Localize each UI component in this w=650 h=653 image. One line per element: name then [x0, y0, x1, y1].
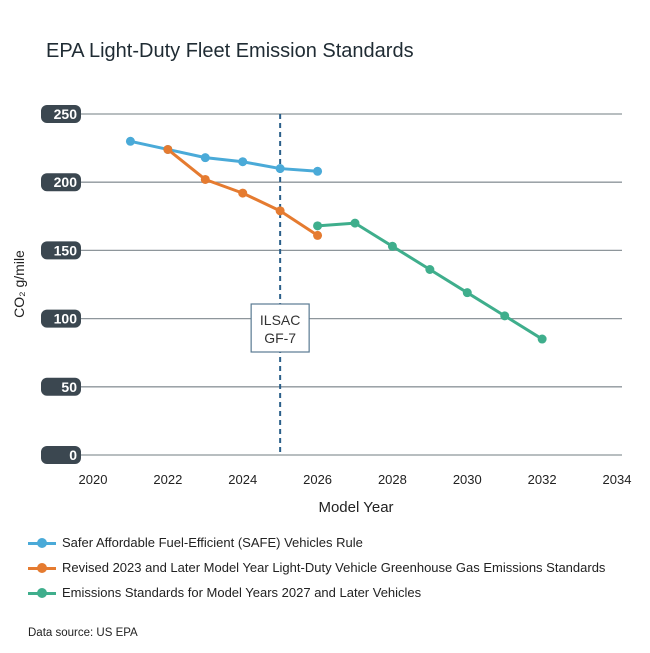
legend-swatch-revised-2023	[28, 562, 56, 573]
data-point-2027-standards-2028	[387, 241, 397, 251]
legend-label-safe: Safer Affordable Fuel-Efficient (SAFE) V…	[62, 535, 363, 550]
data-point-2027-standards-2027	[350, 218, 360, 228]
axis-layer: 0 50 100 150 200 250 2020 2022 2024 2026 2028 2030 2…	[11, 105, 631, 516]
legend-swatch-safe	[28, 537, 56, 548]
x-tick-label-2022: 2022	[153, 472, 182, 487]
data-point-safe-2021	[125, 136, 135, 146]
y-tick-badge-200	[41, 173, 81, 192]
x-tick-label-2032: 2032	[528, 472, 557, 487]
y-tick-badge-150	[41, 241, 81, 260]
y-tick-badge-250	[41, 105, 81, 123]
data-point-safe-2024	[238, 157, 248, 167]
data-source-note: Data source: US EPA	[28, 627, 138, 639]
annotation-label-gf-7: GF-7	[264, 330, 296, 346]
x-tick-label-2020: 2020	[79, 472, 108, 487]
annotation-label-ilsac: ILSAC	[260, 312, 300, 328]
data-point-safe-2023	[200, 153, 210, 163]
legend-swatch-2027-standards	[28, 587, 56, 598]
y-tick-label-0: 0	[69, 447, 77, 463]
series-layer	[125, 136, 547, 344]
x-tick-label-2026: 2026	[303, 472, 332, 487]
legend-item-safe: Safer Affordable Fuel-Efficient (SAFE) V…	[28, 535, 363, 550]
x-tick-label-2028: 2028	[378, 472, 407, 487]
y-axis-title: CO₂ g/mile	[11, 250, 27, 318]
legend-item-2027-standards: Emissions Standards for Model Years 2027…	[28, 585, 421, 600]
gridlines	[60, 113, 622, 456]
x-tick-label-2030: 2030	[453, 472, 482, 487]
data-point-2027-standards-2026	[313, 221, 323, 231]
data-point-2027-standards-2031	[500, 311, 510, 321]
legend-label-revised-2023: Revised 2023 and Later Model Year Light-…	[62, 560, 606, 575]
data-point-revised-2023-2025	[275, 206, 285, 216]
x-tick-label-2024: 2024	[228, 472, 257, 487]
data-point-revised-2023-2026	[313, 230, 323, 240]
y-tick-label-200: 200	[54, 174, 78, 190]
annotation-box	[250, 303, 310, 353]
chart-title: EPA Light-Duty Fleet Emission Standards	[46, 40, 414, 62]
y-tick-badge-0	[41, 446, 81, 464]
y-tick-badge-50	[41, 377, 81, 396]
y-tick-label-100: 100	[54, 311, 78, 327]
series-line-2027-standards	[316, 221, 544, 341]
data-point-2027-standards-2032	[537, 334, 547, 344]
data-point-safe-2025	[275, 164, 285, 174]
series-line-safe	[128, 139, 320, 173]
data-point-revised-2023-2024	[238, 188, 248, 198]
y-tick-label-250: 250	[54, 106, 78, 122]
x-tick-label-2034: 2034	[603, 472, 632, 487]
data-point-2027-standards-2030	[462, 288, 472, 298]
data-point-revised-2023-2023	[200, 174, 210, 184]
data-point-revised-2023-2022	[163, 144, 173, 154]
data-point-2027-standards-2029	[425, 264, 435, 274]
y-tick-label-150: 150	[54, 242, 78, 258]
legend-item-revised-2023: Revised 2023 and Later Model Year Light-…	[28, 560, 605, 575]
data-point-safe-2026	[313, 166, 323, 176]
y-tick-badge-100	[41, 309, 81, 328]
y-tick-label-50: 50	[61, 379, 77, 395]
x-axis-title: Model Year	[318, 499, 393, 516]
legend-label-2027-standards: Emissions Standards for Model Years 2027…	[62, 585, 422, 600]
